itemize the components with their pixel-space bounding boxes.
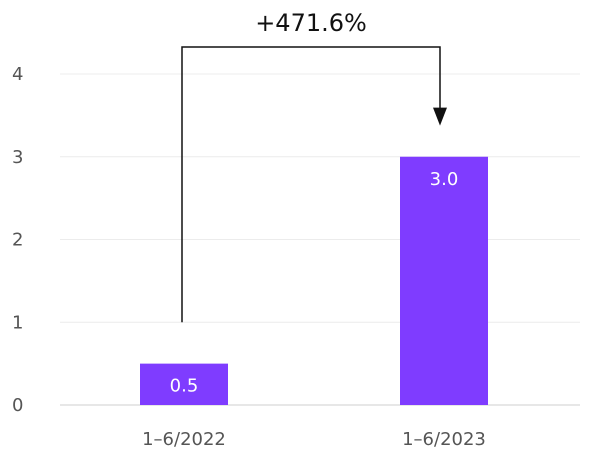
bar — [140, 363, 228, 405]
bar — [400, 156, 488, 405]
bar-data-label: 3.0 — [430, 169, 459, 190]
annotation-label: +471.6% — [255, 9, 367, 37]
y-tick-label: 3 — [12, 147, 23, 168]
bar-data-label: 0.5 — [170, 376, 199, 397]
gridlines — [60, 73, 580, 406]
y-tick-label: 4 — [12, 64, 23, 85]
x-tick-label: 1–6/2023 — [402, 429, 486, 450]
bars: 0.5 3.0 — [140, 156, 488, 405]
annotation-arrow-head — [433, 107, 447, 126]
x-axis-ticks: 1–6/2022 1–6/2023 — [142, 429, 486, 450]
y-axis-ticks: 0 1 2 3 4 — [12, 64, 23, 416]
y-tick-label: 1 — [12, 312, 23, 333]
x-tick-label: 1–6/2022 — [142, 429, 226, 450]
y-tick-label: 0 — [12, 395, 23, 416]
annotation-bracket-line — [181, 46, 441, 323]
y-tick-label: 2 — [12, 230, 23, 251]
growth-annotation: +471.6% — [181, 9, 447, 323]
